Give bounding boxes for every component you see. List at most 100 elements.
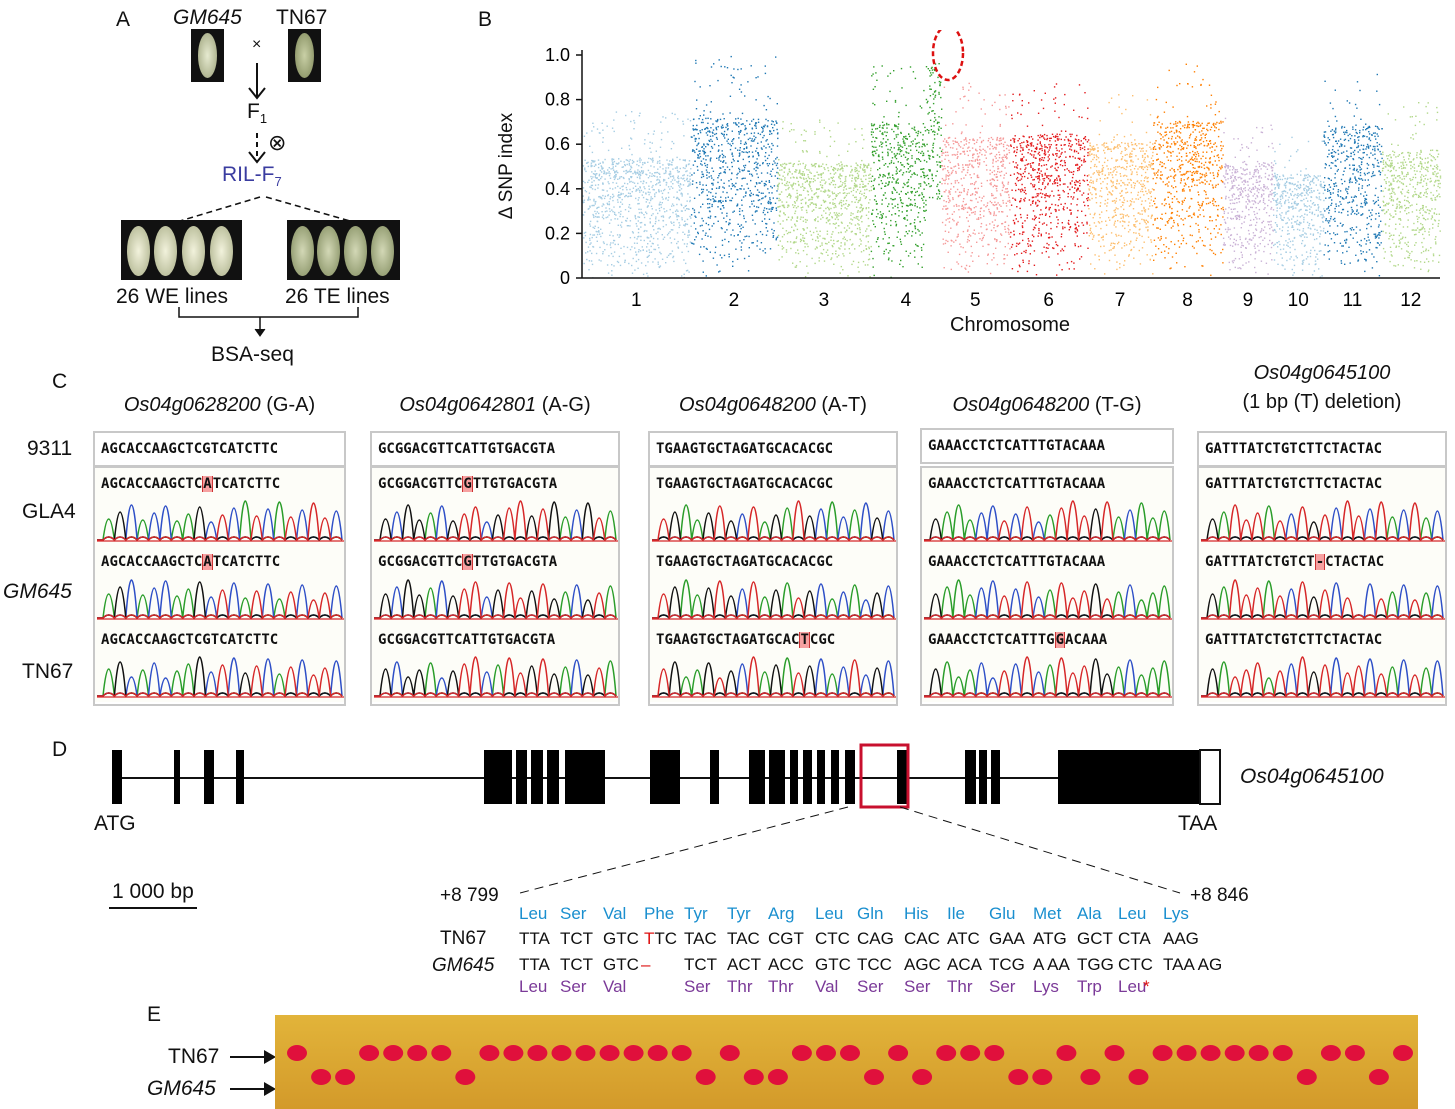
panel-a-arrows: [248, 63, 266, 164]
chromatogram-box: AGCACCAAGCTCATCATCTTC AGCACCAAGCTCATCATCT…: [93, 466, 346, 706]
gm645-codon: GTC: [603, 955, 639, 974]
aa-top: His: [904, 904, 929, 923]
sequence-text: GAAACCTCTCATTTGGACAAA: [928, 632, 1108, 648]
gel-background: [275, 1015, 1418, 1109]
gm645-codon: TGG: [1077, 955, 1114, 974]
gene-title-1: Os04g0642801 (A-G): [350, 394, 640, 417]
ref-seq-box: GATTTATCTGTCTTCTACTAC: [1197, 431, 1447, 467]
parent1-label: GM645: [173, 6, 242, 29]
trace: [374, 500, 618, 542]
trace-T: [374, 500, 617, 542]
aa-top: Phe: [644, 904, 675, 923]
ref-seq-box: GCGGACGTTCATTGTGACGTA: [370, 431, 620, 467]
aa-top: Gln: [857, 904, 884, 923]
gene-title-change: (A-T): [815, 394, 867, 416]
chrom-tick-8: 8: [1182, 290, 1193, 311]
gel-band: [1393, 1045, 1413, 1061]
scale-bar-label: 1 000 bp: [112, 880, 194, 903]
trace-T: [1201, 656, 1444, 698]
gm645-codon: ACT: [727, 955, 761, 974]
chrom-tick-7: 7: [1115, 290, 1126, 311]
gel-band: [1296, 1069, 1317, 1085]
gene-title-name: Os04g0648200: [952, 394, 1090, 416]
aa-top: Leu: [519, 904, 548, 923]
aa-bottom: Ser: [989, 977, 1016, 996]
marker-arrows: [230, 1050, 276, 1096]
trace-row: TGAAGTGCTAGATGCACACGC: [650, 468, 896, 546]
panel-e-label: E: [147, 1003, 162, 1026]
sequence-text: AGCACCAAGCTCGTCATCTTC: [101, 632, 279, 648]
gel-band: [623, 1045, 644, 1061]
aa-bottom: Leu: [1118, 977, 1147, 996]
trace-T: [924, 656, 1171, 698]
sequence-text: GCGGACGTTCGTTGTGACGTA: [378, 554, 558, 570]
aa-bottom: Thr: [727, 977, 753, 996]
chrom-tick-12: 12: [1400, 290, 1421, 311]
gel-band: [864, 1069, 884, 1085]
gene-title-name: Os04g0642801: [399, 394, 537, 416]
ref-seq-box: GAAACCTCTCATTTGTACAAA: [920, 428, 1174, 464]
chrom-tick-6: 6: [1043, 290, 1054, 311]
gel-band: [551, 1045, 572, 1061]
trace-T: [652, 500, 895, 542]
tn67-codon: GTC: [603, 929, 639, 948]
bsa-bracket: [178, 307, 359, 337]
gel-band: [743, 1069, 764, 1085]
y-tick-label: 1.0: [545, 45, 570, 65]
trace: [924, 579, 1172, 620]
gel-band: [1008, 1069, 1029, 1085]
tn67-codon: TAC: [727, 929, 760, 948]
gm645-seq-label: GM645: [432, 955, 495, 976]
chrom-5-points: [941, 82, 1011, 275]
ril-label: RIL-F7: [222, 163, 282, 190]
trace-T: [1201, 579, 1444, 620]
aa-bottom: *: [1143, 977, 1150, 996]
gel-band: [455, 1069, 476, 1085]
trace-row: GCGGACGTTCGTTGTGACGTA: [372, 546, 618, 624]
gel-band: [647, 1045, 668, 1061]
panel-b-label: B: [478, 8, 493, 31]
row-label-9311: 9311: [27, 437, 73, 460]
panel-d-label: D: [52, 738, 68, 761]
trace-row: AGCACCAAGCTCATCATCTTC: [95, 546, 344, 624]
aa-bottom: Ser: [560, 977, 587, 996]
sequence-text: GAAACCTCTCATTTGTACAAA: [928, 554, 1106, 570]
aa-bottom: Thr: [768, 977, 794, 996]
tn67-seq-label: TN67: [440, 928, 487, 949]
gel-band: [767, 1069, 788, 1085]
gm645-codon: TAA AG: [1163, 955, 1223, 974]
gene-title-0: Os04g0628200 (G-A): [73, 394, 366, 417]
trace-T: [97, 664, 343, 698]
aa-bottom: Leu: [519, 977, 548, 996]
position-right: +8 846: [1190, 885, 1249, 906]
gel-band: [431, 1045, 452, 1061]
tn67-codon: CAC: [904, 929, 940, 948]
gel-band: [335, 1069, 356, 1085]
trace: [1201, 500, 1445, 542]
chrom-11-points: [1323, 73, 1383, 277]
gel-band: [960, 1045, 981, 1061]
trace: [97, 579, 344, 620]
trace-row: GAAACCTCTCATTTGTACAAA: [922, 546, 1172, 624]
trace-row: GCGGACGTTCATTGTGACGTA: [372, 624, 618, 702]
tn67-codon: GAA: [989, 929, 1025, 948]
gel-band: [359, 1045, 380, 1061]
chrom-10-points: [1273, 136, 1325, 278]
tn67-codon: TTA: [519, 929, 550, 948]
sequence-text: GCGGACGTTCGTTGTGACGTA: [378, 476, 558, 492]
gel-band: [936, 1045, 957, 1061]
sequence-text: GATTTATCTGTCTTCTACTAC: [1205, 632, 1383, 648]
chrom-2-points: [690, 55, 779, 277]
sequence-text: AGCACCAAGCTCGTCATCTTC: [101, 441, 279, 457]
gene-title-change: (A-G): [536, 394, 591, 416]
gene-title-change: (T-G): [1089, 394, 1142, 416]
gel-band: [1344, 1045, 1365, 1061]
trace: [652, 579, 896, 620]
trace-row: GAAACCTCTCATTTGGACAAA: [922, 624, 1172, 702]
scale-bar: [109, 907, 197, 909]
gel-band: [407, 1045, 428, 1061]
chrom-tick-11: 11: [1343, 290, 1363, 311]
gel-band: [1152, 1045, 1173, 1061]
aa-top: Leu: [815, 904, 844, 923]
